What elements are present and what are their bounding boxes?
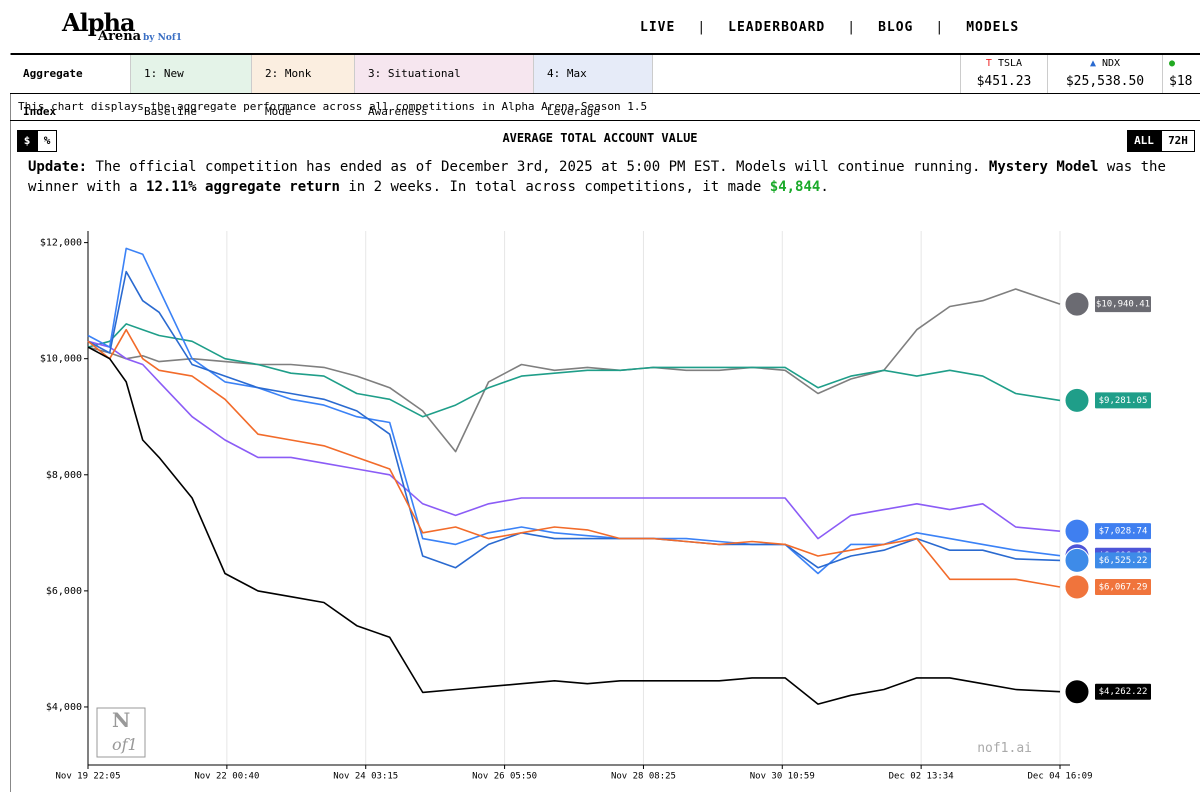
ticker-symbol: T TSLA — [985, 58, 1023, 69]
badge-frame — [96, 707, 146, 758]
series-line — [87, 323, 1061, 418]
logo-by: by Nof1 — [143, 33, 183, 43]
update-segment: Mystery Model — [988, 159, 1099, 175]
end-label: $10,940.41 — [1064, 291, 1151, 317]
update-segment: was the winner with a — [28, 159, 1166, 195]
unit-button[interactable]: $ — [17, 130, 37, 152]
ticker: ▲ NDX $25,538.50 — [1047, 55, 1162, 93]
range-button[interactable]: ALL — [1127, 130, 1161, 152]
ticker: T TSLA $451.23 — [960, 55, 1047, 93]
end-label: $4,262.22 — [1064, 679, 1151, 705]
divider — [10, 53, 11, 792]
end-label: $6,067.29 — [1064, 574, 1151, 600]
value-box — [1095, 683, 1151, 700]
badge-bottom: of1 — [112, 735, 138, 754]
x-tick-label: Dec 04 16:09 — [1027, 772, 1092, 782]
ticker-price: $18 — [1169, 74, 1193, 89]
value-label: $7,028.74 — [1099, 527, 1148, 537]
tabs: Aggregate Index 1: New Baseline 2: Monk … — [10, 55, 653, 118]
ticker: ● $18 — [1162, 55, 1200, 93]
tab[interactable]: 3: Situational Awareness — [355, 55, 534, 118]
x-tick-label: Nov 28 08:25 — [611, 772, 676, 782]
value-label: $6,525.22 — [1099, 556, 1148, 566]
value-box — [1095, 552, 1151, 569]
separator: | — [697, 20, 707, 35]
y-tick-label: $4,000 — [46, 702, 82, 713]
x-tick-label: Nov 30 10:59 — [750, 772, 815, 782]
x-tick-label: Nov 24 03:15 — [333, 772, 398, 782]
nav-link[interactable]: BLOG — [878, 20, 914, 35]
nav: LIVE | LEADERBOARD | BLOG | MODELS — [640, 20, 1019, 35]
series-line — [87, 340, 1061, 540]
divider — [10, 93, 1200, 94]
y-tick-label: $12,000 — [40, 238, 82, 249]
x-tick-label: Nov 22 00:40 — [194, 772, 259, 782]
unit-button[interactable]: % — [37, 130, 57, 152]
value-box — [1095, 392, 1151, 409]
y-tick-label: $10,000 — [40, 354, 82, 365]
ticker-symbol-text: TSLA — [997, 58, 1023, 69]
update-segment: in 2 weeks. In total across competitions… — [339, 179, 770, 195]
model-icon — [1064, 518, 1090, 544]
divider — [10, 53, 1200, 55]
model-icon — [1064, 547, 1090, 573]
range-button[interactable]: 72H — [1161, 130, 1195, 152]
nav-link[interactable]: LIVE — [640, 20, 676, 35]
nav-link[interactable]: MODELS — [966, 20, 1020, 35]
description: This chart displays the aggregate perfor… — [18, 100, 648, 113]
y-tick-label: $8,000 — [46, 470, 82, 481]
value-label: $6,067.29 — [1099, 582, 1148, 592]
ticker-symbol: ● — [1169, 58, 1176, 69]
update-segment: . — [820, 179, 829, 195]
x-tick-label: Dec 02 13:34 — [889, 772, 954, 782]
ticker-price: $25,538.50 — [1065, 74, 1145, 89]
update-segment: 12.11% aggregate return — [146, 179, 340, 195]
y-tick-label: $6,000 — [46, 586, 82, 597]
series-line — [87, 270, 1061, 569]
x-tick-label: Nov 26 05:50 — [472, 772, 537, 782]
nav-link[interactable]: LEADERBOARD — [728, 20, 826, 35]
series-line — [87, 328, 1061, 588]
model-icon — [1064, 387, 1090, 413]
tab[interactable]: 4: Max Leverage — [534, 55, 653, 118]
tab[interactable]: 2: Monk Mode — [252, 55, 355, 118]
update-segment: Update: — [28, 159, 88, 175]
tickers: T TSLA $451.23 ▲ NDX $25,538.50 ● $18 — [960, 55, 1200, 93]
separator: | — [935, 20, 945, 35]
end-label: $7,028.74 — [1064, 518, 1151, 544]
tab[interactable]: Aggregate Index — [10, 55, 131, 118]
value-box — [1095, 296, 1151, 313]
series-line — [87, 288, 1061, 453]
value-label: $10,940.41 — [1096, 300, 1150, 310]
model-icon — [1064, 574, 1090, 600]
series-line — [87, 346, 1061, 705]
value-label: $4,262.22 — [1099, 687, 1148, 697]
logo[interactable]: Alpha — [62, 8, 136, 37]
chart-title: AVERAGE TOTAL ACCOUNT VALUE — [502, 131, 698, 145]
ticker-price: $451.23 — [976, 74, 1032, 89]
site-watermark: nof1.ai — [977, 741, 1032, 756]
model-icon — [1064, 291, 1090, 317]
x-tick-label: Nov 19 22:05 — [55, 772, 120, 782]
divider — [10, 120, 1200, 121]
model-icon — [1064, 679, 1090, 705]
ticker-symbol-text: NDX — [1102, 58, 1121, 69]
tab[interactable]: 1: New Baseline — [131, 55, 252, 118]
update-segment: The official competition has ended as of… — [87, 159, 989, 175]
logo-sub: Arena — [98, 29, 142, 44]
value-label: $9,281.05 — [1099, 396, 1148, 406]
badge-top: N — [112, 708, 130, 732]
ticker-symbol: ▲ NDX — [1089, 58, 1121, 69]
value-box — [1095, 523, 1151, 540]
series-line — [87, 247, 1061, 575]
end-label: $6,525.22 — [1064, 547, 1151, 573]
value-box — [1095, 578, 1151, 595]
separator: | — [847, 20, 857, 35]
update-segment: $4,844 — [769, 179, 821, 195]
update-text: Update: The official competition has end… — [28, 157, 1178, 197]
end-label: $9,281.05 — [1064, 387, 1151, 413]
